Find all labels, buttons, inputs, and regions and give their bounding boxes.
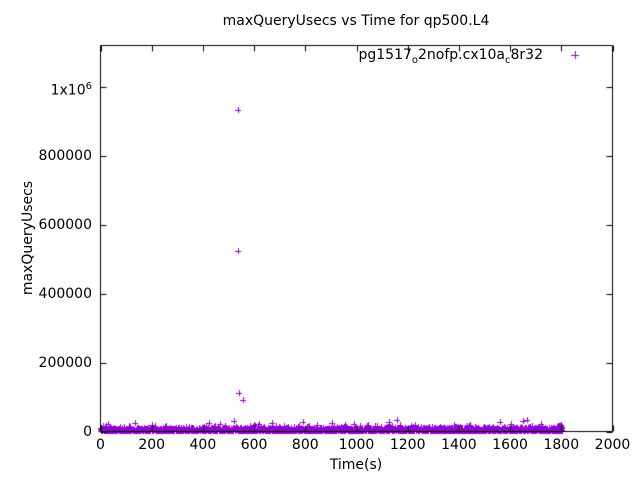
chart-title: maxQueryUsecs vs Time for qp500.L4 [222,13,490,29]
legend-series-label: pg1517o2nofp.cx10ac8r32 [358,47,543,66]
y-tick-label: 600000 [38,216,92,233]
y-tick-label: 400000 [38,285,92,302]
y-tick-label: 800000 [38,147,92,164]
x-tick-label: 800 [291,437,319,453]
x-tick-label: 1200 [389,437,426,453]
x-tick-label: 200 [138,437,166,453]
x-tick-label: 400 [189,437,217,453]
x-tick-label: 600 [240,437,268,453]
y-tick-label: 0 [83,423,92,440]
x-tick-label: 1400 [441,437,477,453]
x-tick-label: 2000 [594,437,631,453]
x-axis-label: Time(s) [329,457,383,473]
x-tick-label: 1000 [338,437,375,453]
x-tick-label: 0 [96,437,105,453]
x-tick-label: 1600 [492,437,528,453]
y-tick-label: 1x106 [50,80,92,99]
y-tick-label: 200000 [38,354,92,371]
x-tick-label: 1800 [543,437,580,453]
y-axis-label: maxQueryUsecs [20,180,36,296]
